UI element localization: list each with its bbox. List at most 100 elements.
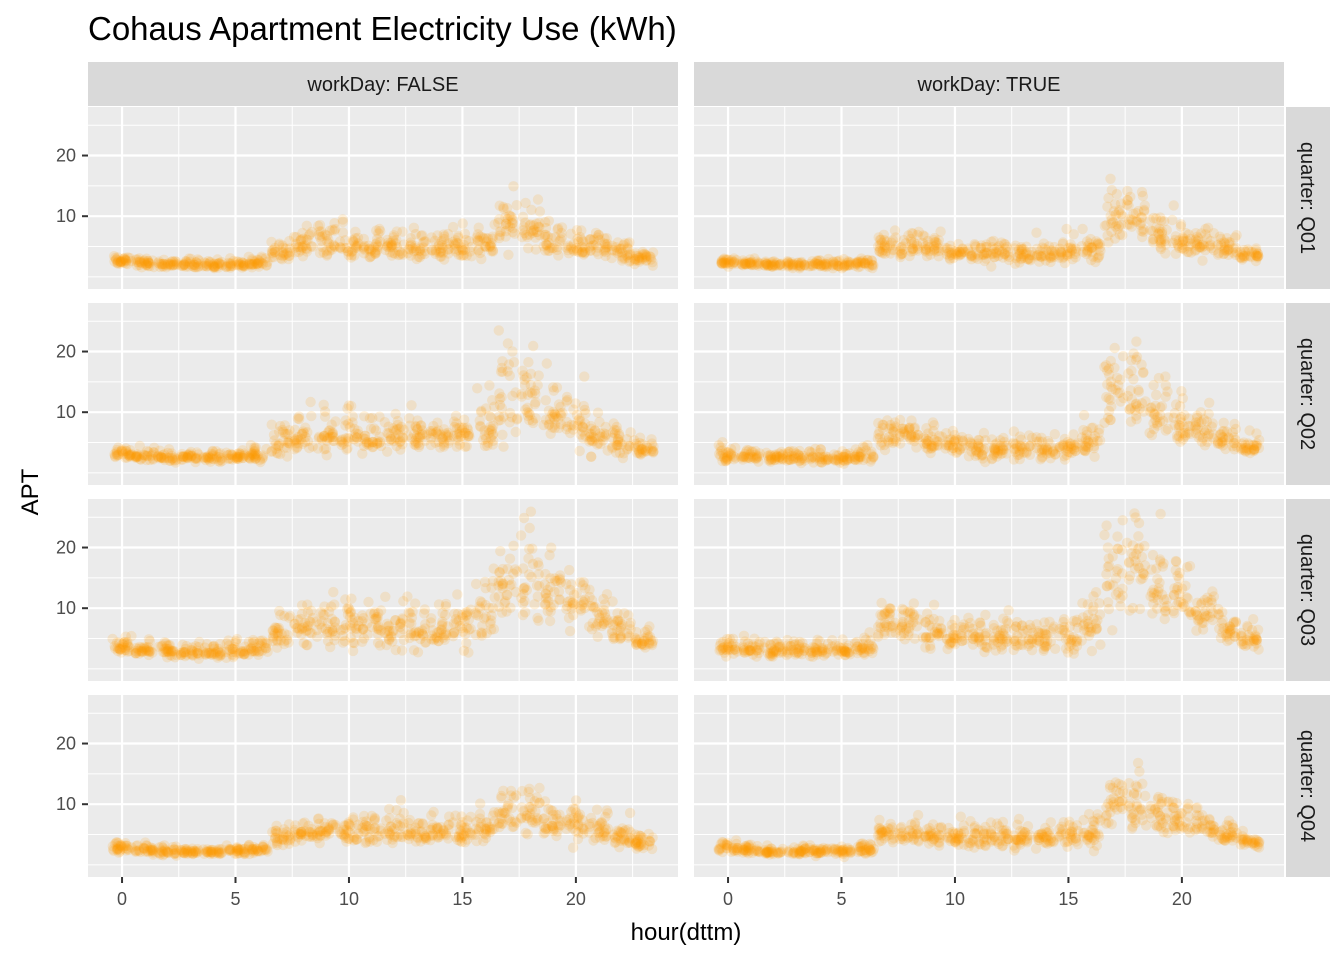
data-point: [143, 257, 155, 269]
data-point: [288, 231, 300, 243]
data-point: [253, 259, 264, 270]
data-point: [533, 221, 544, 232]
data-point: [573, 246, 584, 258]
data-point: [1014, 445, 1025, 456]
data-point: [249, 646, 261, 657]
data-point: [268, 252, 279, 263]
data-point: [293, 246, 305, 258]
data-point: [161, 262, 172, 273]
data-point: [214, 257, 225, 269]
data-point: [867, 452, 879, 463]
data-point: [1102, 597, 1114, 608]
data-point: [339, 623, 351, 634]
data-point: [136, 257, 148, 269]
data-point: [633, 252, 644, 263]
data-point: [473, 244, 484, 255]
data-point: [314, 219, 326, 231]
data-point: [781, 646, 792, 658]
data-point: [411, 253, 422, 265]
data-point: [425, 617, 437, 628]
data-point: [562, 245, 574, 256]
data-point: [402, 430, 413, 441]
data-point: [358, 248, 370, 259]
data-point: [284, 243, 295, 254]
data-point: [275, 253, 287, 264]
data-point: [629, 253, 640, 265]
data-point: [495, 414, 506, 426]
data-point: [873, 429, 884, 440]
data-point: [487, 233, 498, 244]
data-point: [461, 250, 472, 261]
data-point: [862, 440, 873, 451]
data-point: [120, 255, 132, 266]
data-point: [430, 248, 441, 259]
data-point: [337, 227, 348, 238]
data-point: [1095, 639, 1106, 650]
data-point: [170, 256, 181, 267]
data-point: [909, 432, 920, 443]
data-point: [184, 256, 196, 267]
data-point: [738, 630, 750, 641]
data-point: [315, 830, 326, 842]
data-point: [252, 258, 263, 269]
data-point: [647, 247, 659, 258]
data-point: [167, 260, 179, 271]
data-point: [347, 645, 359, 657]
data-point: [208, 262, 219, 273]
data-point: [237, 257, 248, 268]
data-point: [289, 444, 300, 455]
data-point: [391, 234, 402, 246]
data-point: [498, 203, 509, 214]
data-point: [228, 255, 239, 267]
data-point: [585, 234, 596, 245]
data-point: [1101, 391, 1112, 403]
data-point: [637, 246, 648, 258]
data-point: [326, 244, 338, 255]
data-point: [640, 249, 651, 260]
data-point: [385, 240, 397, 251]
data-point: [622, 243, 634, 255]
data-point: [897, 248, 908, 259]
data-point: [138, 256, 150, 267]
data-point: [112, 449, 123, 461]
data-point: [363, 596, 374, 608]
data-point: [179, 259, 190, 270]
data-point: [540, 245, 551, 256]
data-point: [477, 232, 488, 243]
data-point: [237, 257, 249, 269]
data-point: [328, 586, 339, 598]
data-point: [415, 243, 426, 254]
data-point: [1091, 623, 1102, 634]
data-point: [225, 262, 236, 273]
data-point: [568, 238, 580, 249]
data-point: [571, 587, 582, 599]
data-point: [321, 250, 333, 261]
data-point: [350, 233, 361, 244]
data-point: [616, 251, 628, 262]
data-point: [256, 253, 267, 264]
data-point: [1138, 367, 1149, 378]
data-point: [238, 261, 250, 272]
data-point: [577, 246, 588, 257]
data-point: [527, 415, 538, 426]
data-point: [475, 231, 486, 242]
data-point: [122, 258, 133, 270]
data-point: [552, 241, 563, 253]
data-point: [540, 588, 551, 599]
data-point: [397, 439, 408, 450]
data-point: [359, 240, 370, 252]
data-point: [579, 242, 591, 254]
data-point: [475, 421, 486, 432]
data-point: [1111, 188, 1123, 200]
data-point: [305, 396, 316, 408]
data-point: [543, 215, 554, 226]
data-point: [575, 416, 586, 427]
data-point: [476, 253, 487, 265]
data-point: [602, 238, 613, 250]
data-point: [253, 257, 264, 269]
data-point: [130, 254, 142, 265]
data-point: [143, 261, 154, 272]
data-point: [1168, 200, 1179, 211]
data-point: [554, 236, 565, 247]
data-point: [147, 255, 158, 266]
